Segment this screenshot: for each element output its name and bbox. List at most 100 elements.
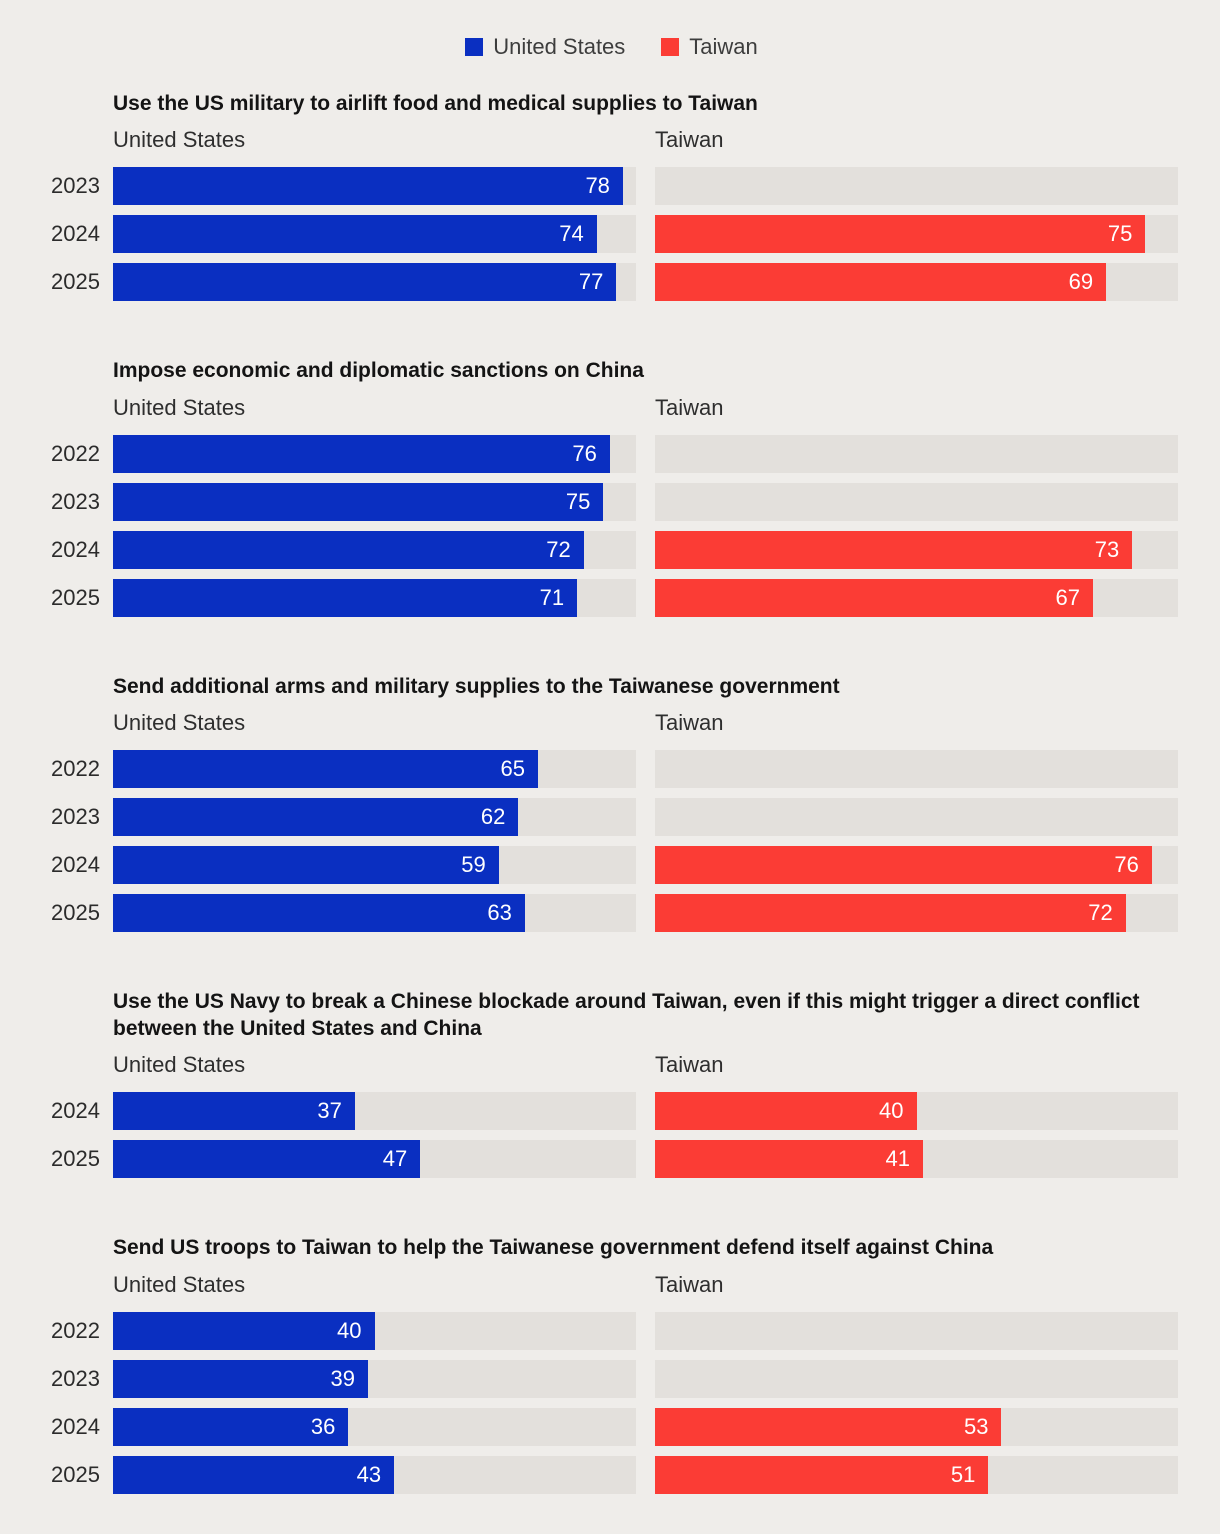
bar-united-states: 74 — [113, 215, 597, 254]
bar-track-taiwan — [655, 167, 1178, 206]
bar-value: 51 — [950, 1461, 976, 1487]
bar-row: 2024 37 40 — [45, 1092, 1178, 1131]
bar-united-states: 63 — [113, 893, 525, 932]
bar-value: 75 — [1107, 221, 1133, 247]
year-label: 2025 — [51, 584, 100, 610]
bar-tracks: 77 69 — [113, 263, 1178, 302]
bar-value: 37 — [317, 1098, 342, 1124]
bar-value: 71 — [539, 584, 565, 610]
bar-united-states: 78 — [113, 167, 623, 206]
bar-taiwan: 76 — [655, 845, 1152, 884]
bar-tracks: 71 67 — [113, 578, 1178, 617]
bar-track-taiwan — [655, 1311, 1178, 1350]
section-title: Use the US Navy to break a Chinese block… — [113, 989, 1140, 1041]
bar-value: 72 — [1088, 899, 1113, 925]
bar-tracks: 62 — [113, 797, 1178, 836]
legend-swatch-united-states — [465, 38, 484, 56]
bar-track-taiwan: 76 — [655, 845, 1178, 884]
bar-row: 2023 62 — [45, 797, 1178, 836]
bar-row: 2022 65 — [45, 749, 1178, 788]
bar-value: 69 — [1068, 269, 1094, 295]
bar-track-united-states: 36 — [113, 1407, 636, 1446]
bar-row: 2023 78 — [45, 167, 1178, 206]
legend-swatch-taiwan — [661, 38, 680, 56]
bar-value: 47 — [382, 1146, 408, 1172]
bar-united-states: 62 — [113, 797, 519, 836]
bar-taiwan: 75 — [655, 215, 1146, 254]
bar-tracks: 36 53 — [113, 1407, 1178, 1446]
bar-row: 2025 77 69 — [45, 263, 1178, 302]
bar-taiwan: 51 — [655, 1455, 989, 1494]
bar-track-united-states: 39 — [113, 1359, 636, 1398]
bar-value: 41 — [885, 1146, 911, 1172]
year-label: 2024 — [51, 221, 100, 247]
bar-taiwan: 72 — [655, 893, 1126, 932]
bar-tracks: 75 — [113, 482, 1178, 521]
column-headers: United States Taiwan — [113, 1272, 1178, 1298]
bar-value: 73 — [1094, 536, 1120, 562]
year-label: 2025 — [51, 1461, 100, 1487]
bar-rows: 2022 76 2023 75 2024 72 73 2025 71 67 — [45, 434, 1178, 617]
year-label: 2025 — [51, 899, 100, 925]
column-header-united-states: United States — [113, 127, 246, 153]
bar-value: 39 — [330, 1365, 355, 1391]
column-header-united-states: United States — [113, 709, 246, 735]
bar-track-taiwan: 72 — [655, 893, 1178, 932]
bar-track-united-states: 59 — [113, 845, 636, 884]
bar-tracks: 43 51 — [113, 1455, 1178, 1494]
column-headers: United States Taiwan — [113, 1052, 1178, 1078]
bar-rows: 2022 40 2023 39 2024 36 53 2025 43 51 — [45, 1311, 1178, 1494]
bar-taiwan: 67 — [655, 578, 1093, 617]
bar-tracks: 65 — [113, 749, 1178, 788]
bar-value: 62 — [480, 803, 506, 829]
bar-value: 72 — [546, 536, 571, 562]
column-header-united-states: United States — [113, 394, 246, 420]
bar-tracks: 47 41 — [113, 1140, 1178, 1179]
bar-track-taiwan: 67 — [655, 578, 1178, 617]
bar-row: 2023 39 — [45, 1359, 1178, 1398]
bar-taiwan: 40 — [655, 1092, 917, 1131]
bar-row: 2024 36 53 — [45, 1407, 1178, 1446]
bar-united-states: 76 — [113, 434, 610, 473]
bar-tracks: 37 40 — [113, 1092, 1178, 1131]
bar-row: 2022 40 — [45, 1311, 1178, 1350]
bar-taiwan: 73 — [655, 530, 1133, 569]
year-label: 2024 — [51, 851, 100, 877]
bar-value: 74 — [559, 221, 584, 247]
legend-item-taiwan: Taiwan — [661, 34, 758, 60]
bar-row: 2022 76 — [45, 434, 1178, 473]
bar-row: 2024 72 73 — [45, 530, 1178, 569]
bar-track-united-states: 71 — [113, 578, 636, 617]
column-headers: United States Taiwan — [113, 710, 1178, 736]
bar-track-united-states: 37 — [113, 1092, 636, 1131]
bar-track-united-states: 62 — [113, 797, 636, 836]
bar-value: 77 — [578, 269, 604, 295]
column-header-united-states: United States — [113, 1271, 246, 1297]
bar-taiwan: 53 — [655, 1407, 1002, 1446]
year-label: 2023 — [51, 173, 100, 199]
bar-track-taiwan: 51 — [655, 1455, 1178, 1494]
bar-united-states: 39 — [113, 1359, 368, 1398]
chart-sections: Use the US military to airlift food and … — [45, 90, 1178, 1494]
section-title: Use the US military to airlift food and … — [113, 92, 758, 115]
section-title: Send additional arms and military suppli… — [113, 674, 840, 698]
bar-united-states: 75 — [113, 482, 604, 521]
chart-section: Use the US Navy to break a Chinese block… — [45, 988, 1178, 1179]
bar-tracks: 74 75 — [113, 215, 1178, 254]
bar-track-taiwan: 40 — [655, 1092, 1178, 1131]
bar-value: 67 — [1055, 584, 1080, 610]
column-header-taiwan: Taiwan — [655, 127, 724, 153]
bar-value: 65 — [500, 755, 525, 781]
bar-row: 2025 47 41 — [45, 1140, 1178, 1179]
bar-track-united-states: 47 — [113, 1140, 636, 1179]
column-header-taiwan: Taiwan — [655, 394, 724, 420]
column-headers: United States Taiwan — [113, 127, 1178, 153]
bar-track-united-states: 78 — [113, 167, 636, 206]
bar-united-states: 65 — [113, 749, 538, 788]
column-header-taiwan: Taiwan — [655, 1271, 724, 1297]
bar-united-states: 43 — [113, 1455, 395, 1494]
bar-track-united-states: 65 — [113, 749, 636, 788]
year-label: 2023 — [51, 1365, 100, 1391]
bar-value: 76 — [572, 440, 597, 466]
bar-row: 2025 71 67 — [45, 578, 1178, 617]
